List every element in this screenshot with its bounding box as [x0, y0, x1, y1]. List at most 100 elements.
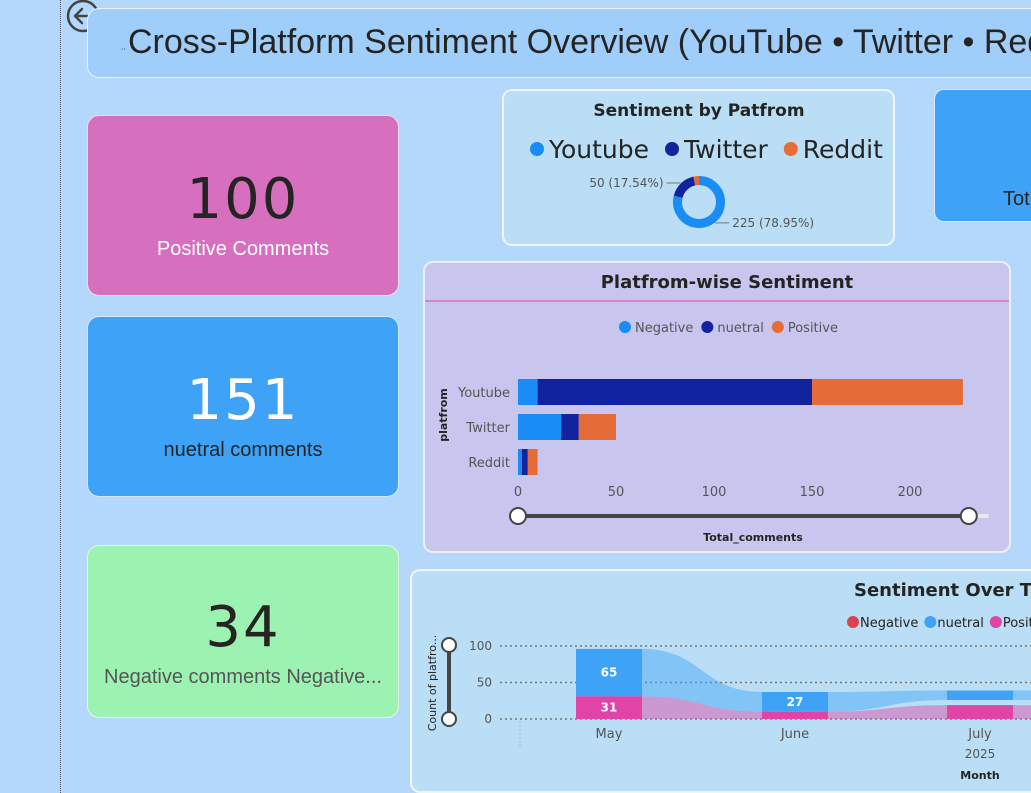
time-data-label: 65	[601, 666, 618, 680]
sentiment-over-time-chart: Sentiment Over Time Negative nuetral Positi…	[426, 580, 1031, 782]
time-legend-negative[interactable]: Negative	[847, 616, 918, 631]
time-x-axis-title: Month	[960, 769, 999, 782]
time-ribbon-positive	[1013, 705, 1031, 719]
bar-youtube-positive[interactable]	[812, 379, 963, 405]
donut-legend-label: Youtube	[548, 135, 649, 164]
bar-reddit-negative[interactable]	[518, 449, 522, 475]
time-legend-label: nuetral	[937, 616, 984, 631]
time-ribbon-positive	[828, 705, 947, 719]
page-title: Cross-Platform Sentiment Overview (YouTu…	[128, 23, 1031, 61]
bar-category-label-reddit: Reddit	[468, 456, 510, 471]
sentiment-by-platform-panel[interactable]: Sentiment by Patfrom Youtube Twitter Reddit…	[502, 89, 895, 246]
positive-count: 100	[186, 167, 300, 232]
bar-chart-title: Platfrom-wise Sentiment	[601, 272, 854, 293]
bar-reddit-positive[interactable]	[527, 449, 538, 475]
bar-legend-label: Negative	[635, 321, 693, 336]
time-bar-may-positive[interactable]	[576, 696, 642, 719]
time-legend-marker	[924, 616, 937, 628]
negative-label: Negative comments Negative...	[104, 666, 382, 688]
bar-reddit-nuetral[interactable]	[521, 449, 528, 475]
time-y-axis-title: Count of platfro...	[426, 635, 439, 732]
time-legend-marker	[847, 616, 859, 628]
bar-x-tick-label: 0	[514, 485, 522, 500]
neutral-comments-card[interactable]: 151 nuetral comments	[87, 316, 399, 497]
time-ribbon-positive	[642, 696, 762, 719]
time-x-tick-label: May	[596, 727, 623, 742]
bar-legend-marker	[701, 321, 714, 333]
time-range-slider-max-handle[interactable]	[441, 637, 457, 653]
donut-legend-reddit[interactable]: Reddit	[783, 135, 883, 164]
time-x-tick-label: July	[967, 727, 992, 742]
sentiment-over-time-panel[interactable]: Sentiment Over Time Negative nuetral Positi…	[410, 569, 1031, 793]
donut-data-label: 225 (78.95%)	[732, 216, 814, 230]
donut-legend-label: Twitter	[683, 135, 769, 164]
donut-slice-youtube[interactable]	[673, 176, 725, 228]
neutral-label: nuetral comments	[163, 439, 323, 461]
time-x-year-label: 2025	[965, 747, 996, 761]
donut-legend-youtube[interactable]: Youtube	[530, 135, 649, 164]
donut-slice-reddit[interactable]	[693, 176, 700, 186]
time-x-tick-label: June	[780, 727, 809, 742]
bar-legend-positive[interactable]: Positive	[771, 321, 838, 336]
bar-twitter-nuetral[interactable]	[561, 414, 579, 440]
donut-title: Sentiment by Patfrom	[593, 101, 804, 121]
time-legend-label: Negative	[860, 616, 918, 631]
bar-x-axis-title: Total_comments	[703, 531, 803, 544]
time-data-label: 27	[787, 695, 804, 709]
time-legend-nuetral[interactable]: nuetral	[924, 616, 984, 631]
platform-wise-sentiment-chart: Platfrom-wise Sentiment Negative nuetral Po…	[425, 272, 1009, 544]
time-bar-may-nuetral[interactable]	[576, 648, 642, 697]
time-ribbon-nuetral	[828, 690, 947, 712]
negative-count: 34	[205, 595, 281, 660]
time-data-label: 31	[601, 701, 618, 715]
bar-x-tick-label: 200	[898, 485, 923, 500]
donut-legend-marker	[665, 142, 679, 156]
time-chart-title: Sentiment Over Time	[854, 580, 1031, 601]
time-range-slider-min-handle[interactable]	[441, 711, 457, 727]
total-label: Tot	[1003, 188, 1030, 210]
bar-legend-marker	[619, 321, 631, 333]
bar-twitter-positive[interactable]	[578, 414, 616, 440]
positive-comments-card[interactable]: 100 Positive Comments	[87, 115, 399, 296]
bar-legend-label: Positive	[788, 321, 838, 336]
time-y-tick-label: 100	[469, 639, 492, 653]
time-bar-june-nuetral[interactable]	[762, 691, 828, 712]
time-y-tick-label: 50	[477, 676, 492, 690]
page-divider	[60, 0, 61, 793]
negative-comments-card[interactable]: 34 Negative comments Negative...	[87, 545, 399, 718]
bar-y-axis-title: platfrom	[437, 388, 450, 442]
time-legend-label: Positive	[1003, 616, 1031, 631]
donut-legend-label: Reddit	[803, 135, 883, 164]
bar-youtube-nuetral[interactable]	[537, 379, 812, 405]
bar-legend-marker	[771, 321, 784, 333]
bar-x-tick-label: 150	[800, 485, 825, 500]
bar-range-slider-max-handle[interactable]	[959, 507, 978, 525]
bar-range-slider-min-handle[interactable]	[509, 507, 527, 525]
bar-x-tick-label: 100	[702, 485, 727, 500]
time-ribbon-nuetral	[642, 648, 762, 712]
bar-legend-label: nuetral	[717, 321, 764, 336]
sentiment-by-platform-donut: Sentiment by Patfrom Youtube Twitter Reddit…	[530, 101, 883, 230]
time-legend-marker	[989, 616, 1002, 628]
total-comments-card[interactable]: Tot	[934, 89, 1031, 222]
page-header: ·· Cross-Platform Sentiment Overview (Yo…	[87, 8, 1031, 78]
time-bar-june-positive[interactable]	[762, 711, 828, 719]
time-bar-july-nuetral[interactable]	[947, 690, 1013, 701]
header-dots: ··	[121, 45, 127, 54]
bar-legend-nuetral[interactable]: nuetral	[701, 321, 764, 336]
donut-legend-twitter[interactable]: Twitter	[665, 135, 769, 164]
donut-legend-marker	[530, 142, 544, 156]
bar-x-tick-label: 50	[608, 485, 625, 500]
bar-legend-negative[interactable]: Negative	[619, 321, 693, 336]
donut-slice-twitter[interactable]	[673, 176, 696, 199]
bar-youtube-negative[interactable]	[518, 379, 538, 405]
bar-category-label-twitter: Twitter	[465, 421, 510, 436]
time-y-tick-label: 0	[484, 712, 492, 726]
donut-data-label: 50 (17.54%)	[589, 176, 663, 190]
bar-twitter-negative[interactable]	[518, 414, 562, 440]
time-legend-positive[interactable]: Positive	[989, 616, 1031, 631]
donut-legend-marker	[783, 142, 798, 156]
neutral-count: 151	[186, 368, 300, 433]
platform-wise-sentiment-panel[interactable]: Platfrom-wise Sentiment Negative nuetral Po…	[423, 261, 1011, 553]
time-bar-july-positive[interactable]	[947, 705, 1013, 719]
